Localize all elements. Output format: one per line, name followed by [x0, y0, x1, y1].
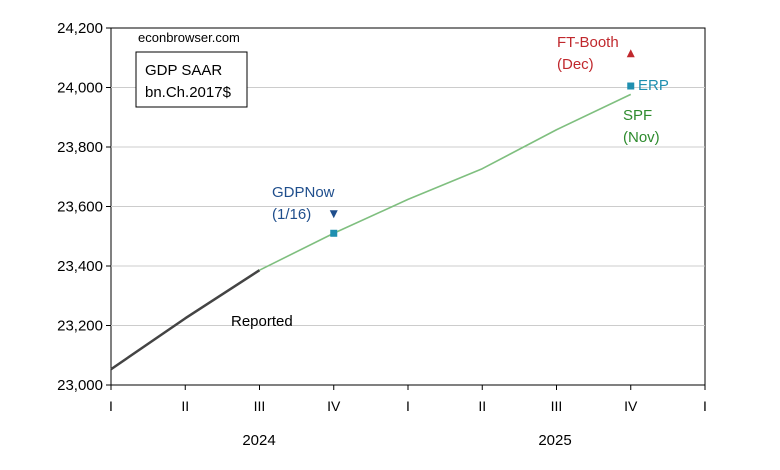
y-tick-label: 23,800: [57, 139, 103, 156]
year-label-2025: 2025: [538, 432, 571, 449]
x-tick-label: I: [703, 398, 707, 414]
ftbooth-label-line2: (Dec): [557, 56, 594, 73]
grid-lines: [111, 87, 705, 326]
y-tick-label: 23,000: [57, 377, 103, 394]
x-tick-label: III: [551, 398, 563, 414]
units-box-line1: GDP SAAR: [145, 62, 222, 79]
spf-series-line: [259, 93, 632, 271]
reported-label: Reported: [231, 313, 293, 330]
gdpnow-marker: [329, 210, 338, 219]
x-tick-label: II: [478, 398, 486, 414]
series-layer: [110, 93, 632, 371]
reported-series-line: [110, 269, 261, 371]
source-label: econbrowser.com: [138, 30, 240, 45]
erp-marker: [330, 229, 338, 237]
x-tick-label: III: [254, 398, 266, 414]
units-box: [135, 51, 248, 108]
x-tick-label: I: [406, 398, 410, 414]
ftbooth-label-line1: FT-Booth: [557, 34, 619, 51]
y-tick-label: 23,200: [57, 318, 103, 335]
y-tick-label: 23,400: [57, 258, 103, 275]
year-label-2024: 2024: [242, 432, 275, 449]
x-axis: I II III IV I II III IV I: [109, 385, 707, 414]
ftbooth-marker: [626, 49, 635, 58]
erp-marker: [627, 82, 635, 90]
erp-label: ERP: [638, 77, 669, 94]
x-tick-label: IV: [327, 398, 341, 414]
y-axis: 23,000 23,200 23,400 23,600 23,800 24,000 24,2…: [57, 20, 111, 394]
units-box-line2: bn.Ch.2017$: [145, 84, 232, 101]
gdpnow-label-line2: (1/16): [272, 206, 311, 223]
x-tick-label: II: [181, 398, 189, 414]
y-tick-label: 24,200: [57, 20, 103, 37]
x-tick-label: IV: [624, 398, 638, 414]
y-tick-label: 24,000: [57, 80, 103, 97]
spf-label-line2: (Nov): [623, 129, 660, 146]
spf-label-line1: SPF: [623, 107, 652, 124]
gdpnow-label-line1: GDPNow: [272, 184, 335, 201]
y-tick-label: 23,600: [57, 199, 103, 216]
points-layer: [329, 49, 635, 237]
x-tick-label: I: [109, 398, 113, 414]
